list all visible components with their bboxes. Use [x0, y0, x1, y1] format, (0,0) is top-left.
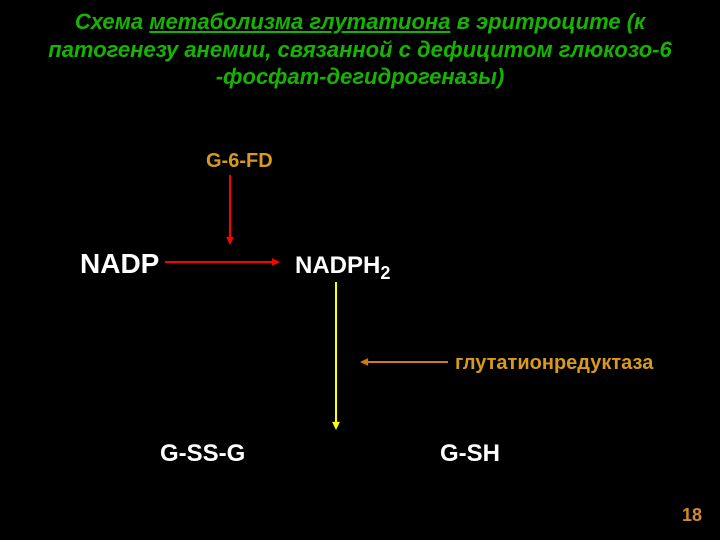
page-number: 18 [682, 505, 702, 526]
slide-stage: Схема метаболизма глутатиона в эритроцит… [0, 0, 720, 540]
arrow-glured-to-nadph [0, 0, 720, 540]
